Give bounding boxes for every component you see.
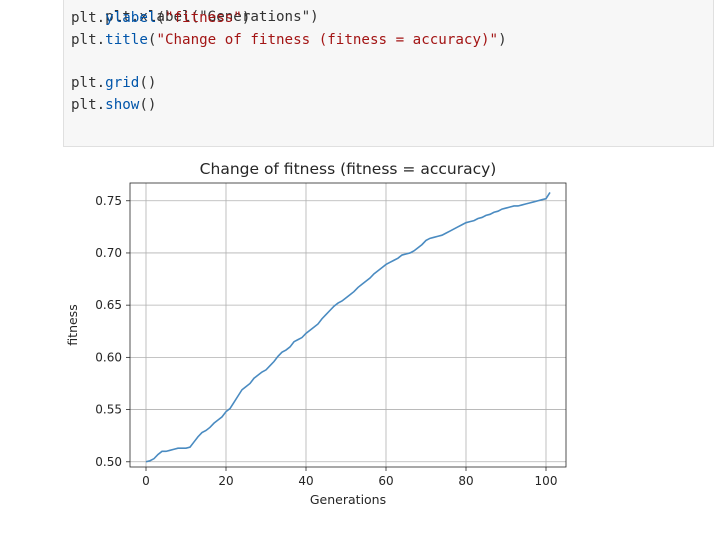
code-function: show (105, 97, 140, 113)
x-tick-label: 40 (298, 474, 313, 488)
code-line-ylabel: plt.ylabel("fitness") (71, 9, 250, 27)
line-chart: 0 20 40 60 80 100 0.50 0.55 0.60 0.65 0.70 0.75 Cha… (65, 160, 567, 507)
code-line-title: plt.title("Change of fitness (fitness = … (71, 31, 507, 49)
axis-ticks: 0 20 40 60 80 100 0.50 0.55 0.60 0.65 0.70 0.75 (95, 194, 557, 488)
code-function: ylabel (105, 10, 157, 26)
y-tick-label: 0.70 (95, 246, 122, 260)
code-string: "Change of fitness (fitness = accuracy)" (156, 32, 499, 48)
code-paren: ) (498, 32, 507, 48)
grid-lines (130, 183, 566, 467)
y-tick-label: 0.75 (95, 194, 122, 208)
output-area: 0 20 40 60 80 100 0.50 0.55 0.60 0.65 0.70 0.75 Cha… (63, 150, 714, 530)
chart-title: Change of fitness (fitness = accuracy) (200, 160, 497, 178)
code-function: grid (105, 75, 140, 91)
code-object: plt. (71, 10, 106, 26)
code-paren: ) (241, 10, 251, 26)
x-tick-label: 100 (535, 474, 558, 488)
code-paren: ( (147, 32, 157, 48)
code-line-xlabel: plt.xlabel("Generations") (71, 0, 319, 44)
code-paren: ( (156, 10, 165, 26)
y-tick-label: 0.60 (95, 350, 122, 364)
code-object: plt. (71, 97, 106, 113)
code-paren: () (139, 97, 157, 113)
plot-frame (129, 182, 567, 468)
code-object: plt. (71, 75, 106, 91)
y-tick-label: 0.65 (95, 298, 122, 312)
x-axis-label: Generations (310, 492, 386, 507)
code-line-show: plt.show() (71, 96, 156, 114)
code-paren: () (139, 75, 157, 91)
x-tick-label: 20 (218, 474, 233, 488)
y-tick-label: 0.50 (95, 455, 122, 469)
code-text: plt.xlabel("Generations") (105, 9, 319, 25)
x-tick-label: 0 (142, 474, 150, 488)
x-tick-label: 60 (378, 474, 393, 488)
y-tick-label: 0.55 (95, 403, 122, 417)
code-cell[interactable]: plt.xlabel("Generations") plt.ylabel("fi… (63, 0, 714, 147)
code-function: title (105, 32, 148, 48)
x-tick-label: 80 (458, 474, 473, 488)
y-axis-label: fitness (65, 304, 80, 345)
code-line-grid: plt.grid() (71, 74, 156, 92)
code-string: "fitness" (164, 10, 242, 26)
code-object: plt. (71, 32, 106, 48)
series-line-fitness (145, 191, 551, 463)
